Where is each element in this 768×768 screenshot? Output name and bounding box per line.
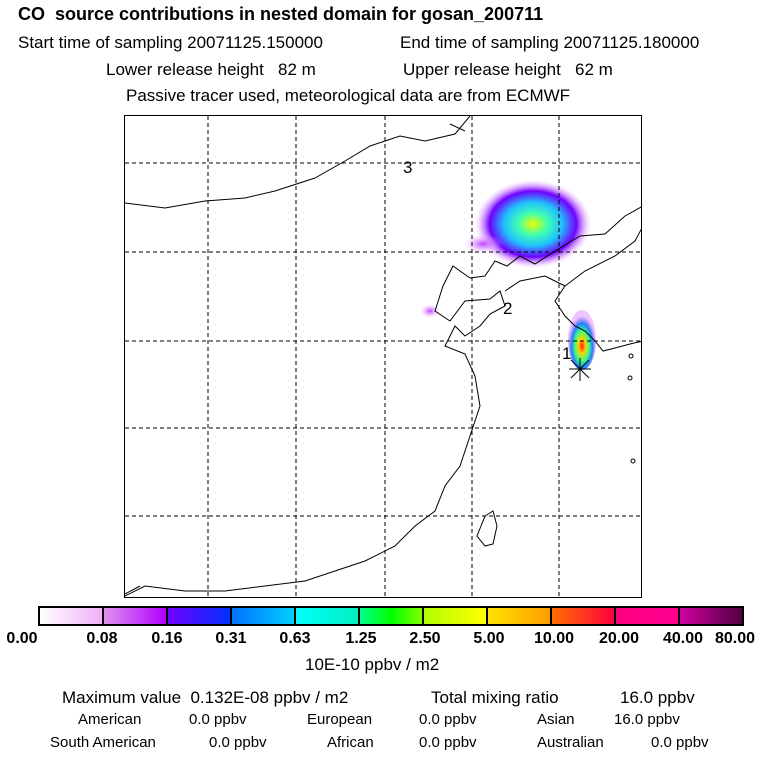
colorbar-segment bbox=[296, 608, 360, 624]
source-value: 16.0 ppbv bbox=[614, 711, 680, 728]
source-name: American bbox=[78, 711, 142, 728]
colorbar-label: 0.16 bbox=[151, 630, 183, 647]
map-canvas: 1 2 3 bbox=[125, 116, 641, 597]
source-name: Asian bbox=[537, 711, 575, 728]
end-time: End time of sampling 20071125.180000 bbox=[400, 33, 700, 52]
marker-3: 3 bbox=[403, 158, 412, 177]
colorbar bbox=[38, 606, 744, 626]
plot-title: CO source contributions in nested domain… bbox=[18, 4, 544, 24]
max-value: Maximum value 0.132E-08 ppbv / m2 bbox=[62, 688, 349, 707]
map-plot: 1 2 3 bbox=[124, 115, 642, 598]
colorbar-label: 5.00 bbox=[473, 630, 505, 647]
source-name: South American bbox=[50, 734, 156, 751]
colorbar-segment bbox=[680, 608, 742, 624]
colorbar-segment bbox=[488, 608, 552, 624]
source-value: 0.0 ppbv bbox=[419, 711, 477, 728]
coastlines bbox=[125, 116, 641, 597]
colorbar-label: 2.50 bbox=[409, 630, 441, 647]
tracer-plume-small bbox=[420, 304, 440, 318]
colorbar-label: 0.00 bbox=[6, 630, 38, 647]
colorbar-label: 0.63 bbox=[279, 630, 311, 647]
colorbar-label: 0.31 bbox=[215, 630, 247, 647]
start-time: Start time of sampling 20071125.150000 bbox=[18, 33, 323, 52]
receptor-star-icon bbox=[569, 358, 591, 381]
colorbar-label: 40.00 bbox=[662, 630, 704, 647]
total-value: 16.0 ppbv bbox=[620, 688, 695, 707]
colorbar-label: 20.00 bbox=[598, 630, 640, 647]
grid-lines bbox=[125, 116, 641, 597]
upper-release-height: Upper release height 62 m bbox=[403, 60, 613, 79]
source-value: 0.0 ppbv bbox=[209, 734, 267, 751]
colorbar-segment bbox=[168, 608, 232, 624]
colorbar-label: 1.25 bbox=[345, 630, 377, 647]
tracer-plume-gosan bbox=[568, 310, 596, 370]
colorbar-segment bbox=[104, 608, 168, 624]
total-label: Total mixing ratio bbox=[431, 688, 559, 707]
tracer-note: Passive tracer used, meteorological data… bbox=[126, 86, 571, 105]
source-value: 0.0 ppbv bbox=[419, 734, 477, 751]
colorbar-segment bbox=[552, 608, 616, 624]
source-name: Australian bbox=[537, 734, 604, 751]
colorbar-unit: 10E-10 ppbv / m2 bbox=[305, 655, 440, 674]
colorbar-segment bbox=[232, 608, 296, 624]
source-value: 0.0 ppbv bbox=[651, 734, 709, 751]
colorbar-segment bbox=[616, 608, 680, 624]
colorbar-label: 80.00 bbox=[714, 630, 756, 647]
source-name: African bbox=[327, 734, 374, 751]
colorbar-label: 0.08 bbox=[86, 630, 118, 647]
source-value: 0.0 ppbv bbox=[189, 711, 247, 728]
colorbar-segment bbox=[424, 608, 488, 624]
lower-release-height: Lower release height 82 m bbox=[106, 60, 316, 79]
colorbar-segment bbox=[40, 608, 104, 624]
source-name: European bbox=[307, 711, 373, 728]
colorbar-label: 10.00 bbox=[533, 630, 575, 647]
marker-1: 1 bbox=[562, 344, 571, 363]
colorbar-segment bbox=[360, 608, 424, 624]
marker-2: 2 bbox=[503, 299, 512, 318]
tracer-plume-north bbox=[463, 180, 591, 268]
